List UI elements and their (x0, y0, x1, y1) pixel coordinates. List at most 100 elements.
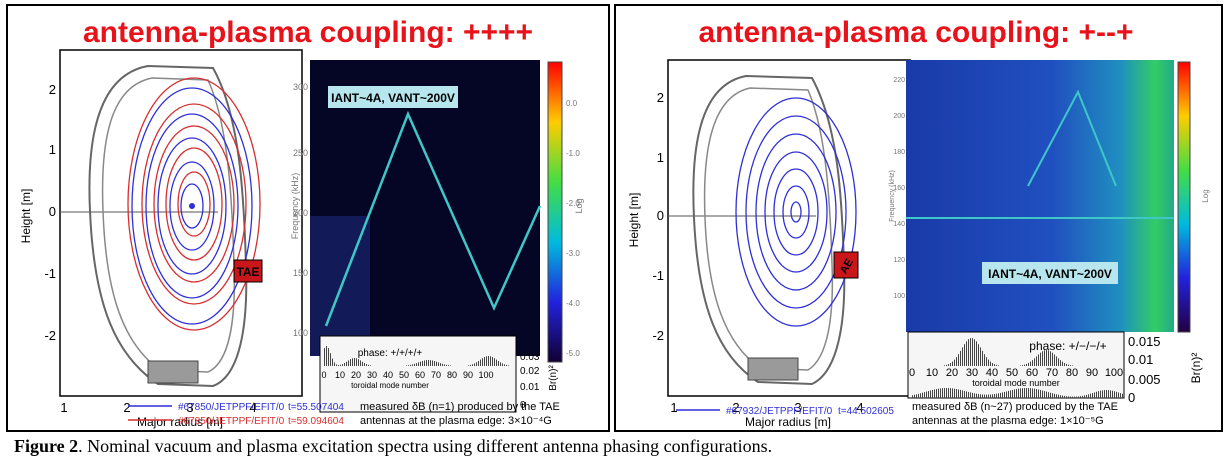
right-inset-ytick: 0.015 (1128, 334, 1161, 349)
inset-bar (1058, 358, 1059, 366)
inset-bar (1068, 396, 1069, 398)
left-xtick: 3 (186, 400, 193, 415)
left-legend-label-1: #67850/JETPPF/EFIT/0 (178, 402, 285, 413)
inset-bar (1048, 350, 1049, 366)
inset-bar (1062, 361, 1063, 366)
inset-bar (916, 394, 917, 398)
inset-bar (958, 389, 959, 398)
right-colorbar-label: Log (1201, 189, 1210, 202)
left-inset-ylabel: Br(n)² (548, 365, 559, 391)
left-xtick: 1 (60, 400, 67, 415)
left-flux-surfaces-red (127, 77, 261, 331)
inset-bar (408, 365, 409, 366)
inset-bar (442, 363, 443, 366)
right-freq-tick: 220 (893, 77, 905, 84)
inset-bar (970, 392, 971, 398)
inset-bar (434, 361, 435, 366)
inset-bar (484, 357, 485, 366)
left-inset-xtick: 0 (321, 370, 326, 380)
right-legend-label-1: #67932/JETPPF/EFIT/0 (726, 406, 833, 417)
inset-bar (982, 350, 983, 366)
right-freq-label: Frequency (kHz) (889, 170, 896, 222)
inset-bar (1058, 394, 1059, 398)
left-colorbar-tick: -3.0 (566, 249, 580, 258)
inset-bar (1026, 363, 1027, 366)
right-y-label: Height [m] (627, 193, 641, 248)
left-inset-xtick: 90 (463, 370, 473, 380)
inset-bar (354, 358, 355, 366)
inset-bar (326, 345, 327, 366)
inset-bar (412, 364, 413, 366)
inset-bar (1078, 396, 1079, 398)
inset-bar (970, 338, 971, 366)
inset-bar (414, 363, 415, 366)
right-vessel-outline (692, 74, 846, 386)
right-ytick: 0 (657, 208, 664, 223)
inset-bar (956, 357, 957, 366)
left-ytick: -1 (44, 266, 56, 281)
right-inset-xtick: 50 (1006, 367, 1018, 379)
left-panel-svg: antenna-plasma coupling: ++++ (19, 16, 584, 429)
inset-bar (406, 365, 407, 366)
inset-bar (1028, 388, 1029, 398)
inset-bar (336, 364, 337, 366)
right-inset-ytick: 0.01 (1128, 352, 1153, 367)
inset-bar (990, 394, 991, 398)
right-legend-time-1: t=44.502605 (838, 406, 894, 417)
left-inset-ytick: 0.03 (520, 352, 540, 363)
inset-bar (1112, 390, 1113, 398)
caption-label: Figure 2 (14, 436, 79, 456)
inset-bar (1034, 358, 1035, 366)
inset-bar (344, 363, 345, 366)
left-freq-ticks: 300 250 200 150 100 (293, 82, 308, 338)
left-equilibrium-frame (59, 49, 303, 397)
right-spectrogram (906, 60, 1174, 332)
inset-bar (944, 388, 945, 398)
inset-bar (1030, 361, 1031, 366)
inset-bar (468, 365, 469, 366)
inset-bar (912, 395, 913, 398)
inset-bar (508, 365, 509, 366)
inset-bar (1020, 365, 1021, 366)
inset-bar (996, 393, 997, 398)
inset-bar (984, 354, 985, 366)
inset-bar (362, 361, 363, 366)
right-ytick: 2 (657, 90, 664, 105)
inset-bar (976, 393, 977, 398)
inset-bar (1098, 391, 1099, 398)
inset-bar (1086, 394, 1087, 398)
inset-bar (964, 390, 965, 398)
right-freq-tick: 100 (893, 293, 905, 300)
inset-bar (448, 365, 449, 366)
inset-bar (994, 364, 995, 366)
inset-bar (1048, 392, 1049, 398)
inset-bar (472, 364, 473, 366)
right-inset-xtick: 30 (966, 367, 978, 379)
right-inset-xtick: 20 (946, 367, 958, 379)
left-ytick: 0 (49, 204, 56, 219)
left-x-ticks: 1 2 3 4 (60, 400, 256, 415)
inset-bar (966, 341, 967, 366)
left-colorbar-tick: -4.0 (566, 299, 580, 308)
inset-bar (436, 361, 437, 366)
left-inset-ytick: 0.01 (520, 382, 540, 393)
inset-bar (324, 348, 325, 366)
inset-bar (946, 364, 947, 366)
inset-bar (1080, 396, 1081, 398)
left-title: antenna-plasma coupling: ++++ (83, 16, 533, 49)
inset-bar (980, 394, 981, 398)
inset-bar (952, 388, 953, 398)
inset-bar (410, 364, 411, 366)
inset-bar (1108, 390, 1109, 398)
inset-bar (946, 387, 947, 398)
right-inset-xtick: 80 (1066, 367, 1078, 379)
inset-bar (1118, 392, 1119, 398)
inset-bar (966, 391, 967, 398)
inset-bar (1024, 364, 1025, 366)
left-freq-tick: 150 (293, 268, 308, 278)
inset-bar (356, 358, 357, 366)
right-frequency-sweep-line (1027, 89, 1117, 187)
inset-bar (430, 360, 431, 366)
inset-bar (1056, 394, 1057, 398)
left-inset-xtick: 30 (367, 370, 377, 380)
